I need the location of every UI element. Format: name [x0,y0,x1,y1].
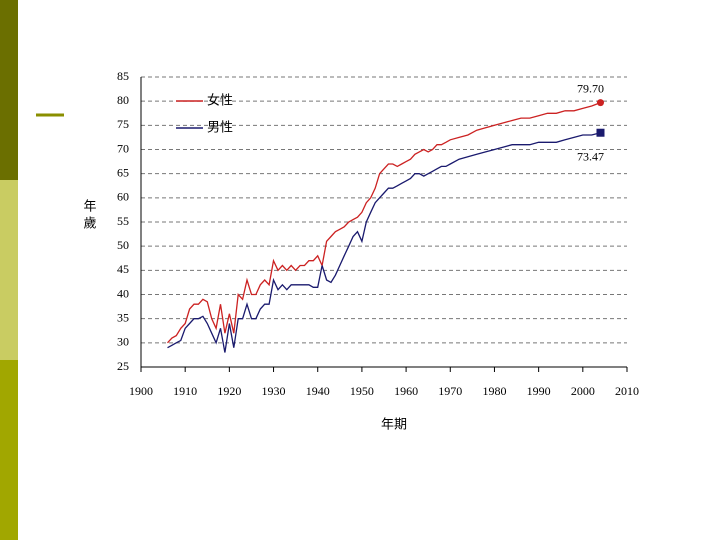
y-tick-label: 60 [117,190,129,204]
x-tick-label: 2000 [571,384,595,398]
slide-bar [0,360,18,540]
x-tick-label: 1970 [438,384,462,398]
legend-label: 女性 [207,93,233,109]
slide-bar [0,180,18,360]
x-tick-label: 1920 [217,384,241,398]
series-line [167,101,601,344]
y-tick-label: 75 [117,117,129,131]
y-tick-label: 40 [117,286,129,300]
x-tick-label: 1990 [527,384,551,398]
legend-label: 男性 [207,121,233,136]
y-tick-label: 30 [117,335,129,349]
x-tick-label: 1940 [306,384,330,398]
y-axis-label: 年歲 [81,199,97,233]
y-tick-label: 50 [117,238,129,252]
annotation: 73.47 [577,149,604,163]
x-tick-label: 1980 [482,384,506,398]
x-axis-label: 年期 [381,418,407,433]
y-tick-label: 65 [117,165,129,179]
end-marker [596,128,605,137]
x-tick-label: 1910 [173,384,197,398]
series-line [167,132,601,353]
y-tick-label: 55 [117,214,129,228]
y-tick-label: 70 [117,141,129,155]
y-tick-label: 25 [117,359,129,373]
annotation: 79.70 [577,81,604,95]
end-marker [596,99,604,107]
y-tick-label: 80 [117,93,129,107]
x-tick-label: 1950 [350,384,374,398]
x-tick-label: 1930 [262,384,286,398]
y-tick-label: 35 [117,310,129,324]
x-tick-label: 1960 [394,384,418,398]
slide-bar [0,0,18,180]
y-tick-label: 45 [117,262,129,276]
x-tick-label: 2010 [615,384,639,398]
y-tick-label: 85 [117,69,129,83]
x-tick-label: 1900 [129,384,153,398]
